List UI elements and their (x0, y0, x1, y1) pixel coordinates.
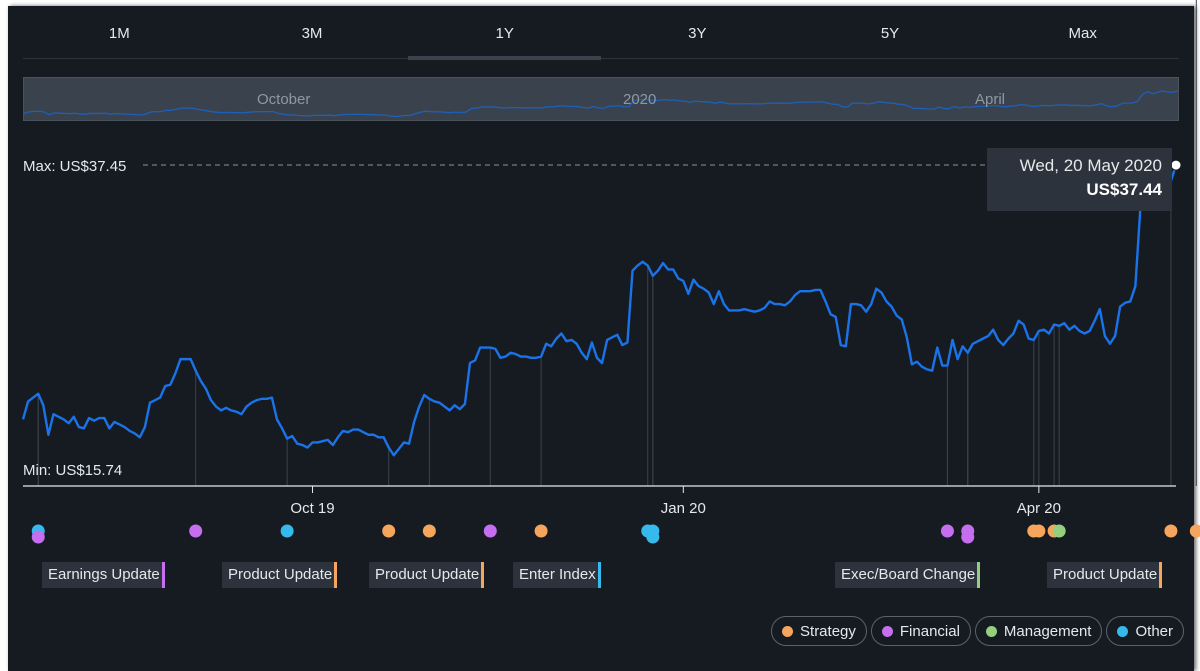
strategy-dot-icon (782, 625, 794, 637)
navigator-label-2020: 2020 (623, 91, 657, 108)
event-dot[interactable] (961, 530, 975, 544)
event-label-marker (334, 562, 338, 588)
event-label-text: Product Update (228, 566, 333, 583)
event-dot[interactable] (483, 524, 497, 538)
tab-5y[interactable]: 5Y (880, 25, 900, 42)
event-label-product-update[interactable]: Product Update (1047, 562, 1163, 588)
min-label: Min: US$15.74 (23, 462, 122, 479)
event-label-earnings-update[interactable]: Earnings Update (42, 562, 165, 588)
hover-point (1170, 159, 1182, 171)
event-dot[interactable] (646, 530, 660, 544)
legend-label: Management (1003, 622, 1092, 640)
other-dot-icon (1117, 625, 1129, 637)
event-label-marker (977, 562, 981, 588)
navigator-label-april: April (975, 91, 1006, 108)
legend-label: Other (1135, 622, 1173, 640)
event-label-text: Product Update (1053, 566, 1158, 583)
event-label-marker (481, 562, 485, 588)
event-label-product-update[interactable]: Product Update (369, 562, 485, 588)
management-dot-icon (985, 625, 997, 637)
legend-label: Strategy (800, 622, 856, 640)
event-label-text: Product Update (375, 566, 480, 583)
x-tick-label: Oct 19 (290, 500, 334, 517)
event-dot[interactable] (189, 524, 203, 538)
timeframe-tabs: 1M 3M 1Y 3Y 5Y Max (23, 14, 1179, 60)
price-tooltip: Wed, 20 May 2020 US$37.44 (987, 148, 1172, 211)
event-dot[interactable] (1032, 524, 1046, 538)
x-tick-label: Jan 20 (661, 500, 706, 517)
tab-1m[interactable]: 1M (108, 25, 130, 42)
tab-1y[interactable]: 1Y (408, 14, 601, 60)
event-label-enter-index[interactable]: Enter Index (513, 562, 601, 588)
event-label-text: Enter Index (519, 566, 596, 583)
event-dot[interactable] (1052, 524, 1066, 538)
event-dot[interactable] (1164, 524, 1178, 538)
event-dot[interactable] (1189, 524, 1200, 538)
x-tick-label: Apr 20 (1017, 500, 1061, 517)
legend-strategy[interactable]: Strategy (771, 616, 867, 646)
event-label-exec-board-change[interactable]: Exec/Board Change (835, 562, 981, 588)
event-legend: Strategy Financial Management Other (771, 616, 1184, 646)
event-dot[interactable] (280, 524, 294, 538)
tooltip-date: Wed, 20 May 2020 (1019, 156, 1162, 175)
event-label-marker (597, 562, 601, 588)
event-label-text: Earnings Update (48, 566, 160, 583)
tab-3y[interactable]: 3Y (688, 25, 707, 42)
legend-financial[interactable]: Financial (870, 616, 971, 646)
event-dot[interactable] (534, 524, 548, 538)
event-label-product-update[interactable]: Product Update (222, 562, 338, 588)
event-dot[interactable] (940, 524, 954, 538)
max-label: Max: US$37.45 (23, 158, 126, 175)
navigator-price-line (24, 90, 1178, 118)
range-navigator[interactable]: October 2020 April (23, 77, 1179, 121)
event-dot[interactable] (31, 530, 45, 544)
price-line[interactable] (21, 163, 1178, 457)
tab-3m[interactable]: 3M (301, 25, 323, 42)
navigator-line (24, 90, 1178, 118)
financial-dot-icon (881, 625, 893, 637)
event-label-marker (1159, 562, 1163, 588)
event-dot[interactable] (422, 524, 436, 538)
legend-other[interactable]: Other (1106, 616, 1184, 646)
navigator-label-october: October (257, 91, 311, 108)
tab-max[interactable]: Max (1068, 25, 1097, 42)
legend-management[interactable]: Management (974, 616, 1103, 646)
event-label-text: Exec/Board Change (841, 566, 976, 583)
event-label-marker (161, 562, 165, 588)
legend-label: Financial (899, 622, 960, 640)
event-dot[interactable] (382, 524, 396, 538)
tooltip-price: US$37.44 (1086, 180, 1162, 199)
